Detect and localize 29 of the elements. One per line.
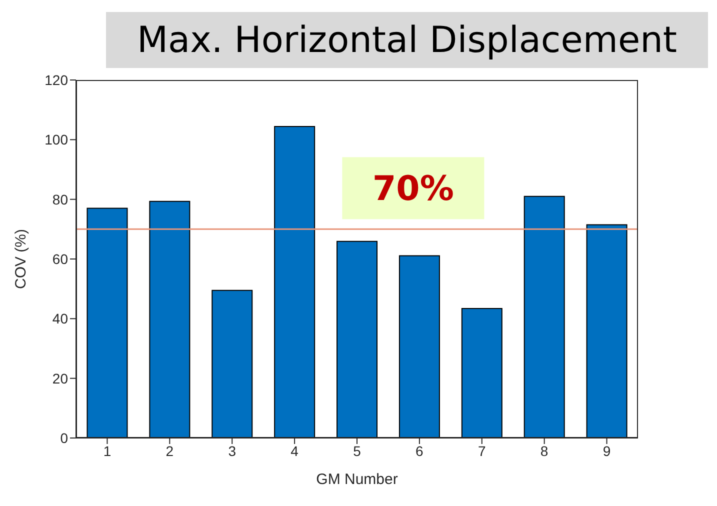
x-tick-label: 9 (602, 442, 611, 459)
bar (586, 224, 628, 438)
bar (524, 196, 565, 438)
y-axis-title: COV (%) (12, 228, 30, 289)
y-tick-label: 0 (60, 430, 68, 446)
x-tick-label: 6 (416, 442, 424, 459)
y-tick-label: 40 (52, 310, 68, 327)
y-tick-label: 120 (44, 72, 68, 88)
x-axis-title: GM Number (316, 471, 398, 488)
y-tick-label: 20 (52, 370, 68, 386)
bar (212, 290, 253, 438)
bar (336, 240, 378, 438)
x-tick-label: 1 (103, 442, 112, 459)
x-tick-label: 2 (166, 442, 174, 459)
ref-line-label: 70% (372, 169, 454, 210)
chart-title: Max. Horizontal Displacement (106, 12, 708, 68)
x-tick-label: 4 (290, 442, 299, 459)
x-tick-label: 8 (540, 442, 548, 459)
x-tick-label: 7 (478, 442, 486, 459)
y-tick-label: 100 (44, 132, 68, 148)
x-tick-label: 5 (353, 442, 362, 459)
y-tick-label: 80 (52, 191, 68, 208)
bar (86, 208, 128, 438)
bar (149, 200, 190, 438)
bar (398, 255, 440, 438)
bar (274, 126, 316, 438)
x-tick-label: 3 (228, 442, 236, 459)
bar (461, 308, 502, 438)
y-tick-label: 60 (52, 250, 68, 267)
